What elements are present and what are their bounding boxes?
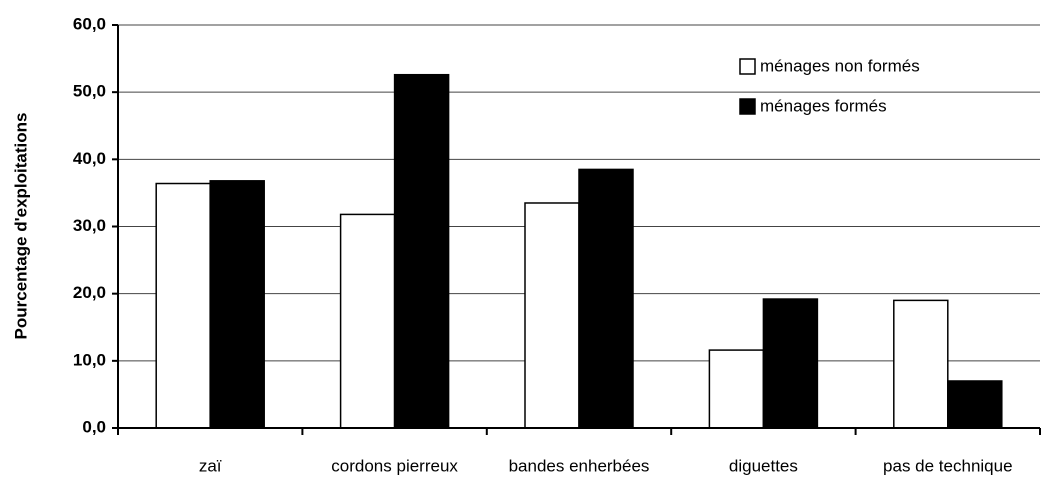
x-tick-label: pas de technique — [883, 456, 1013, 475]
y-tick-label: 20,0 — [73, 283, 106, 302]
legend-label: ménages formés — [760, 96, 887, 115]
bar — [155, 182, 211, 429]
legend-label: ménages non formés — [760, 56, 920, 75]
bar — [524, 202, 580, 429]
x-tick-label: bandes enherbées — [509, 456, 650, 475]
bar — [578, 168, 634, 429]
bar — [339, 213, 396, 429]
bar — [762, 298, 819, 429]
y-tick-label: 0,0 — [82, 417, 106, 436]
legend-swatch — [739, 98, 756, 115]
x-tick-label: cordons pierreux — [331, 456, 458, 475]
bar — [393, 73, 450, 429]
bar — [708, 349, 765, 429]
y-tick-label: 50,0 — [73, 82, 106, 101]
y-axis-label: Pourcentage d'exploitations — [11, 113, 30, 340]
bar — [947, 380, 1003, 429]
y-tick-label: 60,0 — [73, 14, 106, 33]
legend-swatch — [739, 58, 756, 75]
x-tick-label: diguettes — [729, 456, 798, 475]
x-tick-label: zaï — [199, 456, 222, 475]
y-tick-label: 10,0 — [73, 350, 106, 369]
y-tick-label: 30,0 — [73, 216, 106, 235]
y-tick-label: 40,0 — [73, 149, 106, 168]
bar — [209, 180, 265, 429]
bar — [893, 299, 949, 429]
